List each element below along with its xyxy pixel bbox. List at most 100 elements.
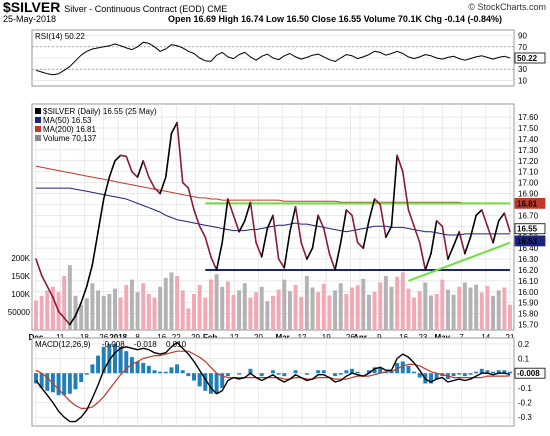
volume-bar-49: [310, 287, 315, 330]
macd-tick--0.1: -0.1: [518, 384, 532, 393]
macd-hist-65: [400, 361, 405, 374]
macd-hist-56: [350, 368, 354, 374]
volume-bar-32: [214, 274, 219, 330]
volume-bar-30: [203, 297, 208, 330]
price-segment-69: [418, 241, 427, 271]
price-legend-0: $SILVER (Daily) 16.55 (25 May): [43, 107, 157, 116]
macd-hist-36: [237, 373, 242, 375]
price-segment-56: [345, 209, 353, 217]
price-last-close-box: [514, 223, 546, 235]
price-segment-53: [328, 252, 336, 271]
rsi-tick-70: 70: [518, 43, 527, 52]
price-segment-20: [142, 159, 150, 178]
volume-tick-1: 150K: [11, 272, 30, 281]
price-legend-swatch-2: [35, 126, 41, 132]
volume-bar-56: [350, 287, 354, 330]
macd-legend-value: -0.008: [102, 340, 125, 349]
volume-bar-27: [186, 308, 191, 330]
macd-hist-38: [248, 368, 253, 374]
volume-bar-25: [175, 276, 180, 330]
price-segment-73: [441, 225, 449, 260]
volume-bar-62: [383, 276, 388, 330]
price-segment-70: [424, 252, 432, 271]
macd-hist-2: [45, 373, 50, 391]
price-segment-77: [464, 236, 472, 255]
price-segment-83: [497, 212, 506, 222]
price-segment-41: [260, 227, 269, 258]
rsi-tick-30: 30: [518, 65, 527, 74]
macd-signal-line: [35, 350, 511, 409]
price-segment-23: [159, 176, 167, 195]
macd-legend: MACD(12,26,9): [35, 340, 91, 349]
macd-hist-64: [395, 362, 400, 374]
volume-bar-69: [423, 282, 428, 330]
price-segment-48: [300, 241, 308, 260]
volume-bar-77: [468, 287, 473, 330]
macd-hist-21: [152, 370, 157, 374]
volume-bar-15: [118, 297, 123, 330]
macd-hist-7: [73, 373, 78, 390]
volume-bar-31: [208, 279, 213, 330]
macd-hist-82: [496, 370, 501, 374]
volume-bar-34: [225, 281, 230, 330]
price-segment-66: [401, 170, 410, 211]
price-segment-72: [435, 220, 444, 228]
volume-bar-63: [389, 286, 394, 330]
price-segment-52: [322, 227, 331, 255]
price-segment-33: [215, 241, 224, 271]
volume-bar-61: [378, 282, 383, 330]
price-segment-80: [480, 209, 489, 228]
description: Silver - Continuous Contract (EOD): [64, 4, 205, 14]
volume-bar-38: [248, 297, 253, 330]
price-last-close: 16.55: [517, 225, 538, 234]
macd-hist-23: [163, 371, 168, 374]
rsi-last-label: 50.22: [517, 54, 538, 63]
price-legend-swatch-1: [35, 117, 41, 123]
symbol-title: $SILVER Silver - Continuous Contract (EO…: [3, 0, 227, 15]
macd-hist-71: [434, 373, 439, 380]
macd-hist-29: [197, 373, 202, 387]
macd-hist-84: [508, 371, 512, 374]
macd-hist-48: [304, 373, 309, 375]
macd-hist-28: [192, 373, 196, 381]
volume-bar-57: [355, 285, 360, 330]
macd-hist-34: [225, 373, 230, 377]
volume-bar-55: [344, 294, 349, 330]
volume-bar-13: [107, 294, 112, 330]
macd-hist-8: [79, 373, 84, 382]
volume-bar-11: [96, 290, 101, 330]
macd-hist-18: [135, 361, 140, 374]
volume-tick-3: 50000: [8, 308, 31, 317]
macd-hist-55: [344, 370, 349, 374]
macd-hist-66: [406, 365, 411, 374]
price-segment-32: [210, 256, 218, 271]
price-segment-78: [469, 214, 477, 238]
macd-hist-74: [451, 373, 456, 377]
volume-bar-41: [265, 301, 270, 330]
volume-bar-9: [84, 298, 89, 330]
price-last-ma50-box: [514, 235, 546, 247]
price-segment-3: [46, 285, 54, 299]
volume-bar-73: [445, 289, 450, 330]
macd-hist-40: [259, 373, 264, 377]
volume-tick-0: 200K: [11, 254, 30, 263]
price-segment-11: [91, 230, 99, 266]
price-segment-59: [362, 220, 370, 249]
macd-hist-0: [34, 373, 38, 384]
price-segment-45: [283, 230, 291, 269]
price-tick-16.3: 16.30: [518, 255, 539, 264]
price-last-ma200-box: [514, 197, 546, 209]
volume-bar-10: [90, 283, 95, 330]
price-segment-64: [390, 154, 398, 228]
price-segment-49: [306, 247, 314, 260]
price-segment-81: [486, 225, 494, 244]
volume-bar-43: [276, 289, 281, 330]
price-segment-39: [249, 201, 257, 244]
price-tick-16.2: 16.20: [518, 266, 539, 275]
volume-bar-22: [158, 286, 163, 330]
macd-legend-signal: -0.018: [134, 340, 157, 349]
macd-tick--0.3: -0.3: [518, 413, 532, 422]
price-segment-26: [176, 121, 184, 184]
macd-hist-79: [479, 368, 484, 374]
price-legend-2: MA(200) 16.81: [43, 125, 96, 134]
